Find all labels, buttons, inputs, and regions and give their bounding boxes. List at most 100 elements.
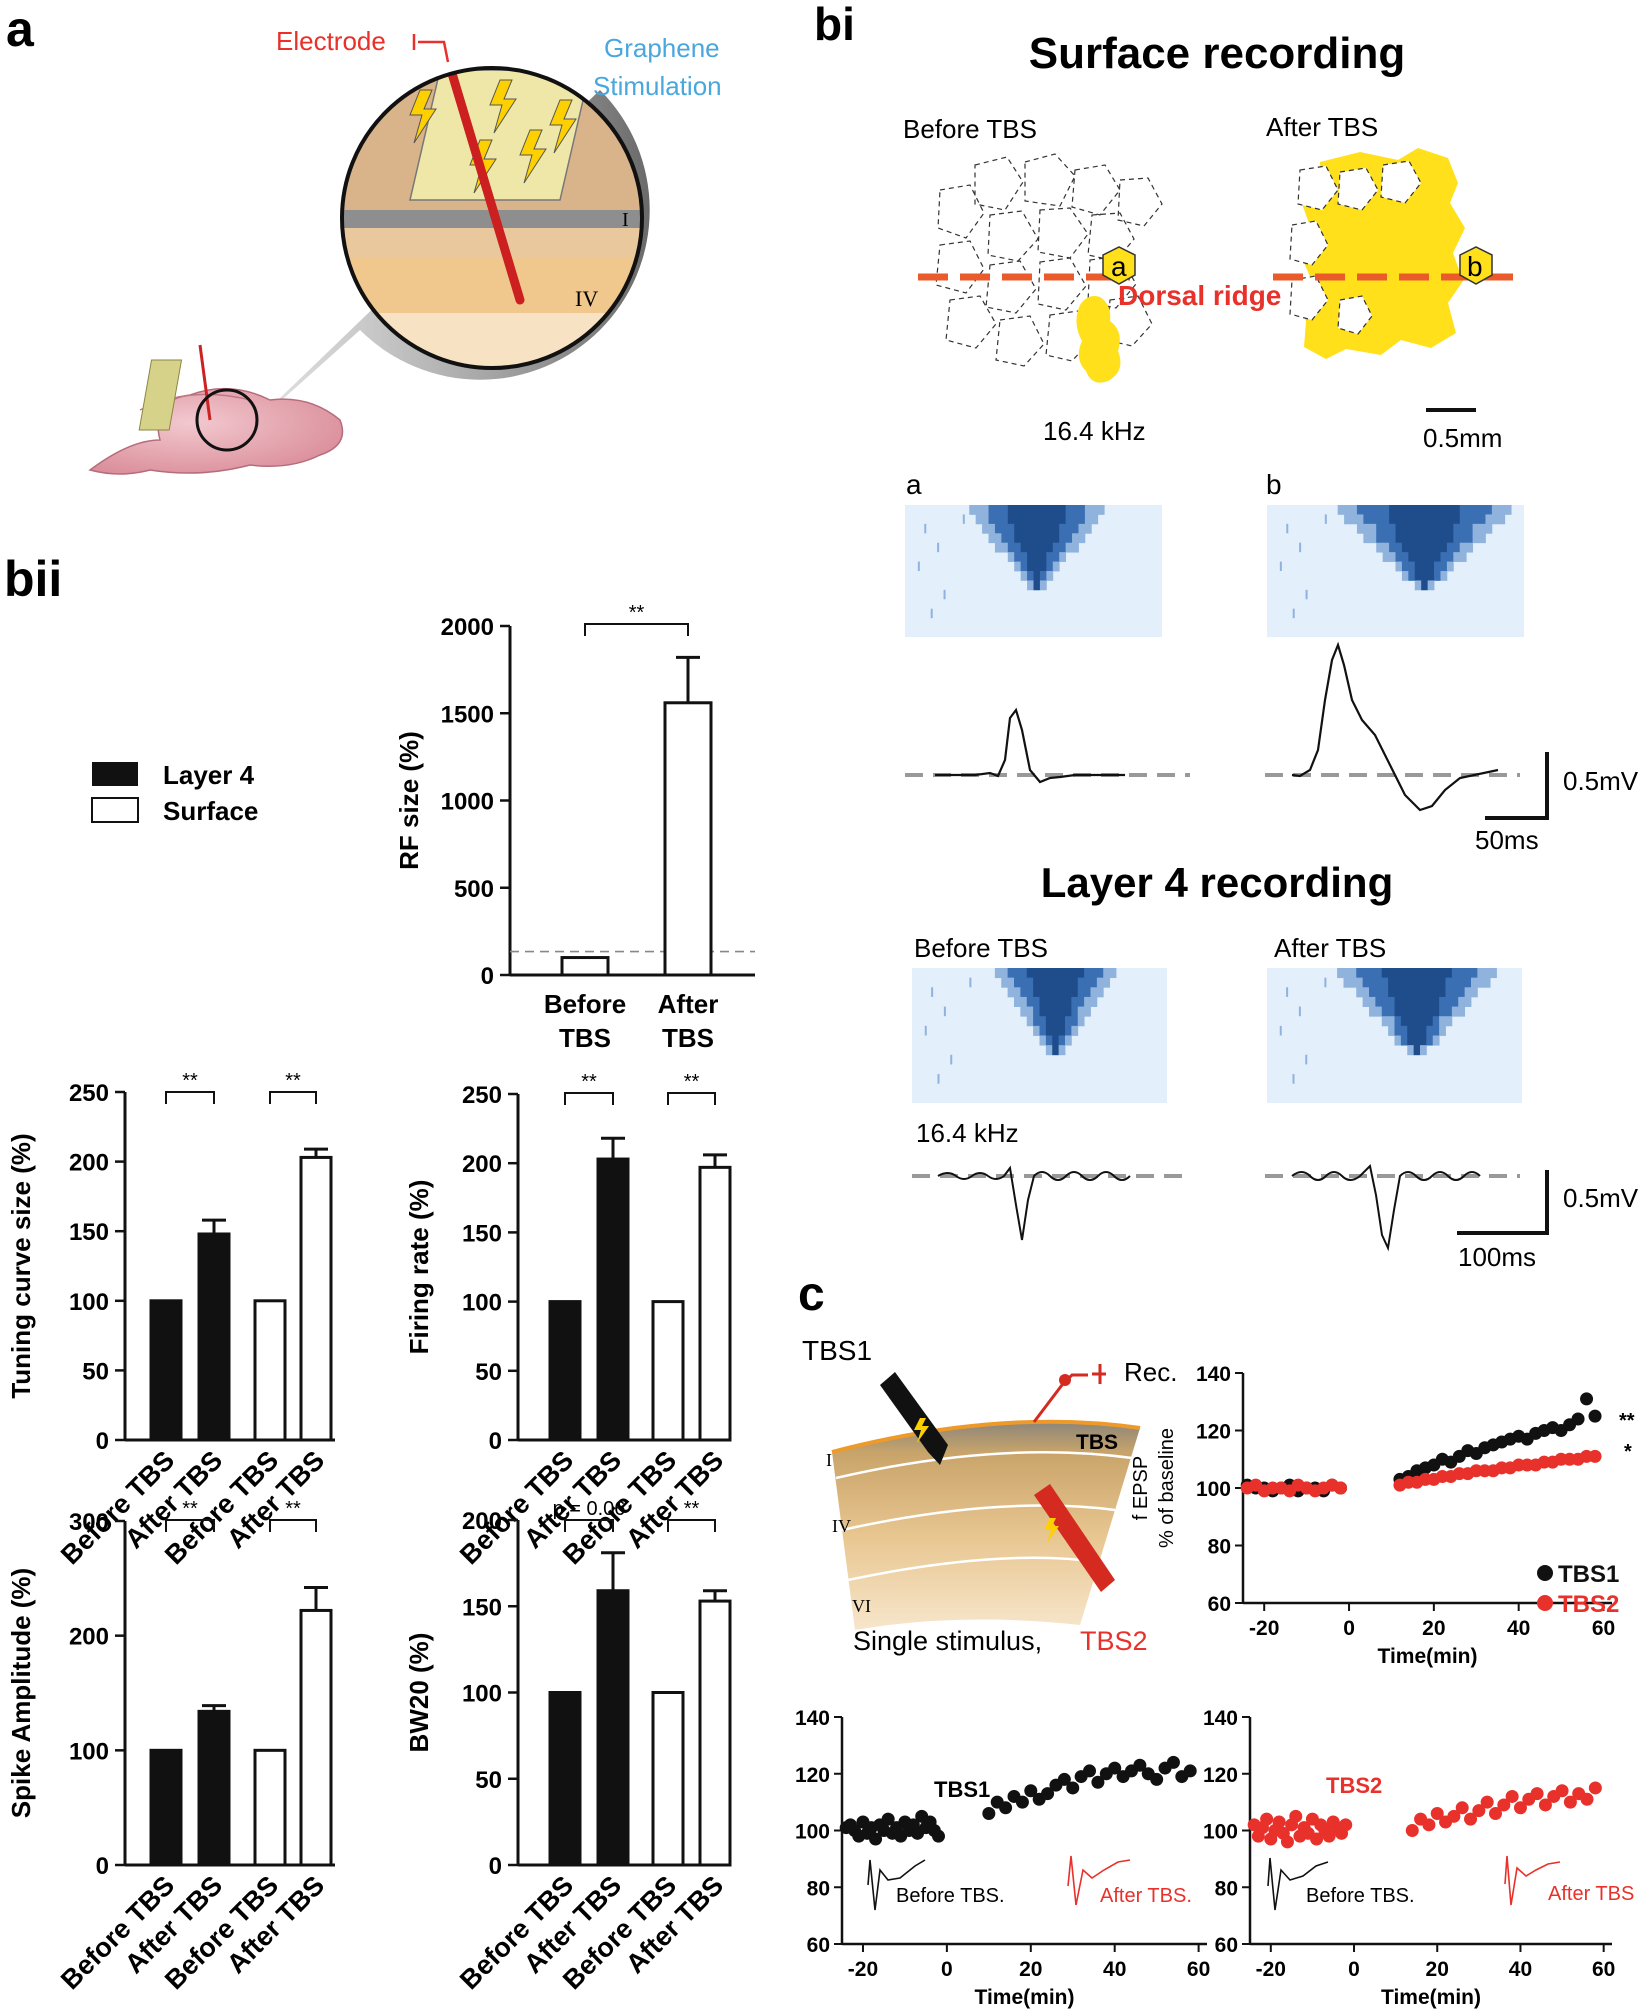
data-point xyxy=(1108,1761,1122,1775)
raster-cell xyxy=(1395,514,1403,525)
y-tick-label: 2000 xyxy=(441,614,494,641)
rec-electrode-icon xyxy=(1032,1364,1106,1423)
raster-cell xyxy=(1052,1035,1060,1046)
raster-cell xyxy=(1369,968,1376,979)
data-point xyxy=(1538,1798,1552,1812)
raster-cell xyxy=(1014,996,1021,1007)
raster-cell xyxy=(1046,571,1054,581)
raster-layer4-before xyxy=(912,968,1167,1103)
raster-cell xyxy=(1090,968,1098,979)
legend-tbs1: TBS1 xyxy=(1558,1561,1619,1588)
raster-cell xyxy=(1414,580,1422,591)
raster-cell xyxy=(1408,533,1416,544)
raster-cell xyxy=(1033,580,1041,591)
raster-cell xyxy=(1434,542,1441,553)
raster-cell xyxy=(1432,987,1440,998)
raster-cell xyxy=(1033,533,1041,544)
raster-cell xyxy=(1420,968,1427,979)
raster-cell xyxy=(1471,987,1478,998)
raster-cell xyxy=(1445,996,1453,1007)
data-point xyxy=(1447,1809,1461,1823)
raster-cell xyxy=(1324,977,1327,988)
data-point xyxy=(1422,1818,1436,1832)
raster-cell xyxy=(1394,1006,1402,1017)
raster-cell xyxy=(1382,552,1390,562)
raster-cell xyxy=(982,505,989,515)
raster-cell xyxy=(1058,987,1066,998)
raster-cell xyxy=(1020,1006,1028,1017)
scale-ms-1: 50ms xyxy=(1475,825,1539,855)
data-point xyxy=(1571,1412,1585,1426)
raster-cell xyxy=(1432,968,1440,979)
trace-l4-after xyxy=(1291,1163,1481,1252)
x-tick-label: -20 xyxy=(1249,1617,1279,1640)
raster-cell xyxy=(1058,977,1066,988)
raster-cell xyxy=(1027,533,1034,544)
scale-mm-label: 0.5mm xyxy=(1423,423,1502,453)
raster-cell xyxy=(1439,1006,1446,1017)
bar xyxy=(651,1300,685,1442)
raster-cell xyxy=(1458,977,1466,988)
y-tick-label: 50 xyxy=(82,1358,109,1385)
raster-cell xyxy=(1039,505,1047,515)
raster-cell xyxy=(1039,1016,1047,1027)
raster-cell xyxy=(1434,514,1441,525)
data-point xyxy=(1497,1798,1511,1812)
y-tick-label: 150 xyxy=(69,1219,109,1246)
x-axis-label: Time(min) xyxy=(975,1986,1075,2009)
raster-cell xyxy=(1052,542,1060,553)
legend-tbs2: TBS2 xyxy=(1558,1591,1619,1618)
raster-cell xyxy=(1065,1025,1072,1036)
bar xyxy=(253,1748,287,1867)
raster-cell xyxy=(1299,542,1302,553)
raster-cell xyxy=(1483,968,1491,979)
raster-cell xyxy=(1477,977,1485,988)
brain-illustration xyxy=(88,344,344,475)
raster-cell xyxy=(1362,968,1370,979)
raster-cell xyxy=(1020,514,1028,525)
raster-cell xyxy=(1466,505,1473,515)
c-layer-I: I xyxy=(826,1450,832,1470)
raster-cell xyxy=(1490,968,1497,979)
y-tick-label: 100 xyxy=(462,1681,502,1708)
raster-cell xyxy=(1414,533,1422,544)
before-trace-2-label: Before TBS. xyxy=(1306,1885,1415,1907)
raster-cell xyxy=(1427,523,1435,534)
raster-cell xyxy=(1413,1045,1421,1056)
y-tick-label: 100 xyxy=(69,1289,109,1316)
bar xyxy=(663,701,713,977)
raster-cell xyxy=(1007,987,1015,998)
raster-cell xyxy=(1388,987,1395,998)
data-point xyxy=(1272,1815,1286,1829)
data-point xyxy=(1530,1787,1544,1801)
raster-cell xyxy=(1426,1016,1434,1027)
raster-cell xyxy=(1363,514,1371,525)
raster-cell xyxy=(1395,561,1403,572)
raster-cell xyxy=(969,977,972,988)
raster-cell xyxy=(937,542,940,553)
raster-cell xyxy=(1382,505,1390,515)
raster-cell xyxy=(1039,552,1047,562)
raster-cell xyxy=(1401,505,1409,515)
y-tick-label: 100 xyxy=(1196,1478,1231,1501)
x-tick-label: TBS xyxy=(559,1023,611,1053)
raster-cell xyxy=(1362,977,1370,988)
raster-cell xyxy=(1356,968,1364,979)
raster-cell xyxy=(1305,1054,1308,1065)
raster-cell xyxy=(1446,514,1454,525)
raster-cell xyxy=(1033,571,1041,581)
raster-cell xyxy=(1421,533,1429,544)
data-point xyxy=(1588,1409,1602,1423)
legend-swatch-surface xyxy=(91,797,139,823)
raster-cell xyxy=(994,514,1002,525)
y-tick-label: 200 xyxy=(462,1151,502,1178)
raster-cell xyxy=(1001,514,1009,525)
raster-cell xyxy=(1362,987,1370,998)
raster-cell xyxy=(1421,505,1429,515)
raster-cell xyxy=(1343,977,1351,988)
raster-cell xyxy=(1382,523,1390,534)
raster-cell xyxy=(1464,987,1472,998)
data-point xyxy=(1488,1806,1502,1820)
